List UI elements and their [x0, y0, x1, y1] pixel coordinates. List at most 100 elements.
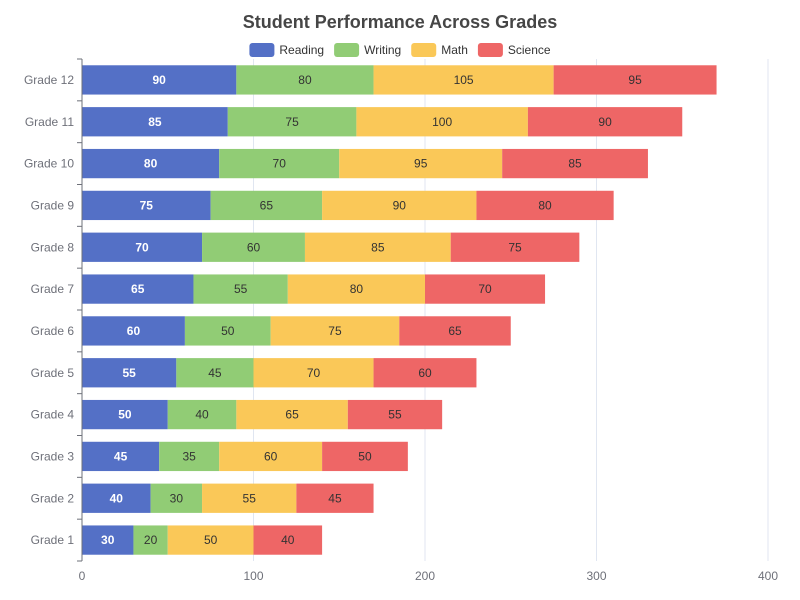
- bar-reading[interactable]: [82, 525, 134, 555]
- legend-swatch: [249, 43, 275, 57]
- bar-math[interactable]: [304, 232, 451, 262]
- x-tick-label: 400: [758, 569, 778, 583]
- y-tick-label: Grade 7: [31, 282, 75, 296]
- bar-science[interactable]: [553, 65, 717, 95]
- bar-science[interactable]: [322, 441, 408, 472]
- bar-science[interactable]: [373, 358, 477, 388]
- bar-value-label: 90: [393, 198, 407, 212]
- legend: Reading Writing Math Science: [249, 43, 551, 57]
- legend-item-math[interactable]: Math: [411, 43, 468, 57]
- bar-value-label: 70: [478, 282, 492, 296]
- bar-value-label: 90: [598, 115, 612, 129]
- bar-reading[interactable]: [82, 316, 185, 346]
- bar-reading[interactable]: [82, 483, 151, 513]
- bar-value-label: 70: [135, 240, 149, 254]
- bar-value-label: 55: [388, 408, 402, 422]
- bar-reading[interactable]: [82, 274, 194, 304]
- legend-swatch: [334, 43, 360, 57]
- bar-value-label: 35: [183, 449, 197, 463]
- legend-label: Reading: [279, 43, 324, 57]
- bar-science[interactable]: [476, 190, 614, 221]
- axes: Grade 1 Grade 2 Grade 3 Grade 4 Grade 5 Grade…: [24, 58, 778, 583]
- chart-title: Student Performance Across Grades: [243, 12, 557, 32]
- legend-swatch: [477, 43, 503, 57]
- bar-science[interactable]: [527, 107, 683, 137]
- bar-value-label: 65: [448, 324, 462, 338]
- bar-science[interactable]: [450, 232, 580, 262]
- bar-value-label: 65: [260, 198, 274, 212]
- bar-reading[interactable]: [82, 148, 220, 179]
- bar-value-label: 85: [148, 115, 162, 129]
- bar-value-label: 45: [328, 491, 342, 505]
- bar-science[interactable]: [399, 316, 511, 346]
- bar-science[interactable]: [425, 274, 546, 304]
- bar-writing[interactable]: [167, 399, 237, 430]
- bar-math[interactable]: [356, 107, 528, 137]
- bar-value-label: 80: [298, 73, 312, 87]
- bar-science[interactable]: [253, 525, 323, 555]
- bar-value-label: 30: [170, 491, 184, 505]
- bar-value-label: 30: [101, 533, 115, 547]
- legend-item-reading[interactable]: Reading: [249, 43, 324, 57]
- bar-reading[interactable]: [82, 399, 168, 430]
- bar-reading[interactable]: [82, 441, 160, 472]
- bar-writing[interactable]: [210, 190, 323, 221]
- legend-item-writing[interactable]: Writing: [334, 43, 401, 57]
- bar-math[interactable]: [270, 316, 400, 346]
- bar-value-label: 50: [221, 324, 235, 338]
- bar-reading[interactable]: [82, 190, 211, 221]
- x-tick-label: 200: [415, 569, 435, 583]
- bar-value-label: 75: [285, 115, 299, 129]
- bar-writing[interactable]: [159, 441, 220, 472]
- bar-science[interactable]: [502, 148, 648, 179]
- bar-writing[interactable]: [227, 107, 357, 137]
- bar-science[interactable]: [347, 399, 443, 430]
- bar-value-label: 40: [281, 533, 295, 547]
- bar-reading[interactable]: [82, 65, 237, 95]
- bar-science[interactable]: [296, 483, 374, 513]
- bar-value-label: 100: [432, 115, 452, 129]
- bar-writing[interactable]: [193, 274, 288, 304]
- bar-math[interactable]: [202, 483, 297, 513]
- bar-value-label: 50: [118, 408, 132, 422]
- bar-value-label: 75: [508, 240, 522, 254]
- bar-writing[interactable]: [176, 358, 254, 388]
- bar-reading[interactable]: [82, 232, 203, 262]
- x-tick-label: 300: [586, 569, 606, 583]
- bar-math[interactable]: [322, 190, 477, 221]
- bar-math[interactable]: [236, 399, 348, 430]
- bar-value-label: 80: [144, 157, 158, 171]
- y-tick-label: Grade 9: [31, 198, 75, 212]
- bar-value-label: 60: [247, 240, 261, 254]
- bar-reading[interactable]: [82, 107, 228, 137]
- legend-label: Math: [441, 43, 468, 57]
- bar-writing[interactable]: [133, 525, 168, 555]
- legend-item-science[interactable]: Science: [477, 43, 551, 57]
- bar-math[interactable]: [253, 358, 374, 388]
- bar-value-label: 20: [144, 533, 158, 547]
- y-tick-label: Grade 6: [31, 324, 75, 338]
- bar-value-label: 75: [140, 198, 154, 212]
- bar-value-label: 80: [538, 198, 552, 212]
- bar-value-label: 50: [204, 533, 218, 547]
- bar-math[interactable]: [339, 148, 503, 179]
- bar-value-label: 85: [371, 240, 385, 254]
- y-tick-label: Grade 4: [31, 408, 75, 422]
- bar-value-label: 70: [307, 366, 321, 380]
- bar-math[interactable]: [167, 525, 254, 555]
- bar-writing[interactable]: [202, 232, 305, 262]
- bar-writing[interactable]: [219, 148, 340, 179]
- bar-math[interactable]: [373, 65, 554, 95]
- bar-math[interactable]: [287, 274, 425, 304]
- bar-reading[interactable]: [82, 358, 177, 388]
- bar-writing[interactable]: [184, 316, 271, 346]
- bar-value-label: 95: [414, 157, 428, 171]
- y-tick-label: Grade 1: [31, 533, 75, 547]
- bar-writing[interactable]: [236, 65, 374, 95]
- bar-value-label: 55: [243, 491, 257, 505]
- bar-math[interactable]: [219, 441, 323, 472]
- bar-writing[interactable]: [150, 483, 203, 513]
- bar-value-label: 45: [208, 366, 222, 380]
